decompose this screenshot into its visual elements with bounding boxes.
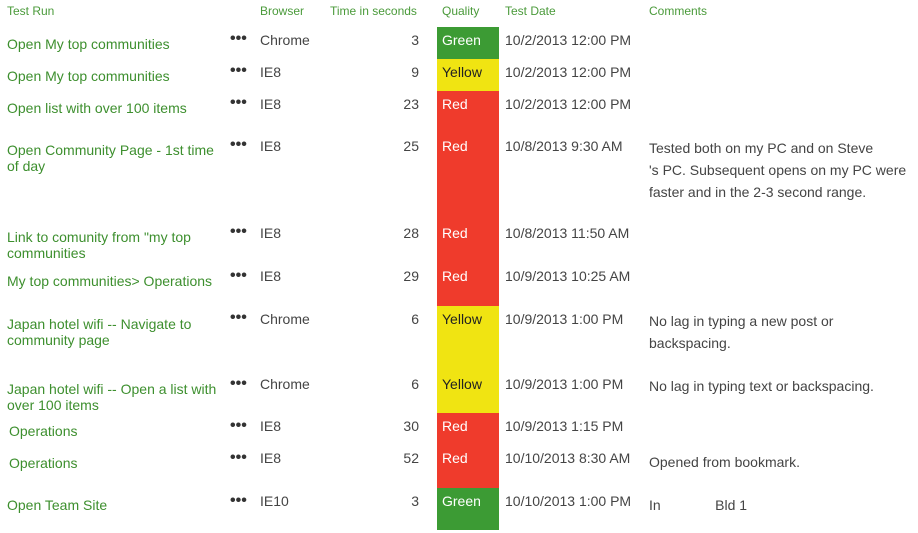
header-comments[interactable]: Comments xyxy=(649,4,708,18)
table-row: Link to comunity from "my top communitie… xyxy=(0,220,918,264)
table-row: Open My top communities ••• IE8 9 Yellow… xyxy=(0,59,918,91)
browser-cell: IE10 xyxy=(260,493,289,509)
time-cell: 3 xyxy=(411,32,419,48)
quality-badge: Yellow xyxy=(437,371,499,413)
quality-label: Green xyxy=(442,493,481,509)
item-menu-icon[interactable]: ••• xyxy=(230,136,247,153)
test-date-cell: 10/9/2013 10:25 AM xyxy=(505,268,631,284)
test-date-cell: 10/9/2013 1:00 PM xyxy=(505,311,624,327)
test-date-cell: 10/8/2013 11:50 AM xyxy=(505,225,630,241)
quality-badge: Red xyxy=(437,91,499,133)
quality-label: Red xyxy=(442,268,468,284)
time-cell: 25 xyxy=(403,138,419,154)
item-menu-icon[interactable]: ••• xyxy=(230,223,247,240)
table-row: Japan hotel wifi -- Open a list with ove… xyxy=(0,371,918,413)
comments-cell: Tested both on my PC and on Steve 's PC.… xyxy=(649,140,911,200)
item-menu-icon[interactable]: ••• xyxy=(230,309,247,326)
quality-badge: Yellow xyxy=(437,306,499,371)
time-cell: 30 xyxy=(403,418,419,434)
test-date-cell: 10/10/2013 1:00 PM xyxy=(505,493,632,509)
browser-cell: IE8 xyxy=(260,96,282,112)
test-run-link[interactable]: Operations xyxy=(9,455,78,471)
test-date-cell: 10/8/2013 9:30 AM xyxy=(505,138,623,154)
time-cell: 29 xyxy=(403,268,419,284)
quality-label: Yellow xyxy=(442,64,482,80)
quality-badge: Red xyxy=(437,264,499,306)
browser-cell: Chrome xyxy=(260,32,310,48)
browser-cell: IE8 xyxy=(260,225,282,241)
header-quality[interactable]: Quality xyxy=(442,4,480,18)
time-cell: 6 xyxy=(411,376,419,392)
header-time[interactable]: Time in seconds xyxy=(330,4,417,18)
quality-label: Green xyxy=(442,32,481,48)
quality-label: Red xyxy=(442,96,468,112)
item-menu-icon[interactable]: ••• xyxy=(230,417,247,434)
test-date-cell: 10/2/2013 12:00 PM xyxy=(505,32,632,48)
test-date-cell: 10/9/2013 1:00 PM xyxy=(505,376,624,392)
test-run-link[interactable]: Open Team Site xyxy=(7,497,108,513)
item-menu-icon[interactable]: ••• xyxy=(230,62,247,79)
table-row: Open My top communities ••• Chrome 3 Gre… xyxy=(0,27,918,59)
quality-badge: Red xyxy=(437,413,499,445)
test-run-link[interactable]: Open list with over 100 items xyxy=(7,100,187,116)
test-date-cell: 10/10/2013 8:30 AM xyxy=(505,450,631,466)
quality-badge: Red xyxy=(437,445,499,488)
time-cell: 28 xyxy=(403,225,419,241)
browser-cell: IE8 xyxy=(260,268,282,284)
time-cell: 3 xyxy=(411,493,419,509)
quality-badge: Red xyxy=(437,133,499,220)
test-run-link[interactable]: Open Community Page - 1st time of day xyxy=(7,142,214,174)
test-run-link[interactable]: Open My top communities xyxy=(7,36,170,52)
comments-cell: No lag in typing a new post or backspaci… xyxy=(649,313,834,351)
comments-cell: Opened from bookmark. xyxy=(649,454,800,470)
time-cell: 6 xyxy=(411,311,419,327)
time-cell: 9 xyxy=(411,64,419,80)
item-menu-icon[interactable]: ••• xyxy=(230,449,247,466)
test-run-link[interactable]: Open My top communities xyxy=(7,68,170,84)
browser-cell: Chrome xyxy=(260,311,310,327)
table-row: Open Community Page - 1st time of day ••… xyxy=(0,133,918,220)
table-row: Open Team Site ••• IE10 3 Green 10/10/20… xyxy=(0,488,918,530)
browser-cell: IE8 xyxy=(260,64,282,80)
quality-label: Yellow xyxy=(442,311,482,327)
item-menu-icon[interactable]: ••• xyxy=(230,492,247,509)
browser-cell: IE8 xyxy=(260,418,282,434)
test-date-cell: 10/2/2013 12:00 PM xyxy=(505,96,632,112)
test-run-link[interactable]: My top communities> Operations xyxy=(7,273,213,289)
browser-cell: IE8 xyxy=(260,450,282,466)
quality-label: Red xyxy=(442,138,468,154)
table-row: Open list with over 100 items ••• IE8 23… xyxy=(0,91,918,133)
item-menu-icon[interactable]: ••• xyxy=(230,94,247,111)
header-browser[interactable]: Browser xyxy=(260,4,305,18)
test-date-cell: 10/2/2013 12:00 PM xyxy=(505,64,632,80)
quality-badge: Yellow xyxy=(437,59,499,91)
quality-label: Yellow xyxy=(442,376,482,392)
table-row: Japan hotel wifi -- Navigate to communit… xyxy=(0,306,918,371)
item-menu-icon[interactable]: ••• xyxy=(230,375,247,392)
test-run-link[interactable]: Japan hotel wifi -- Open a list with ove… xyxy=(7,381,217,413)
test-run-link[interactable]: Operations xyxy=(9,423,78,439)
test-run-link[interactable]: Japan hotel wifi -- Navigate to communit… xyxy=(7,316,192,348)
item-menu-icon[interactable]: ••• xyxy=(230,30,247,47)
header-test-date[interactable]: Test Date xyxy=(505,4,556,18)
comments-cell: In Bld 1 xyxy=(649,497,748,513)
table-row: Operations ••• IE8 52 Red 10/10/2013 8:3… xyxy=(0,445,918,488)
header-test-run[interactable]: Test Run xyxy=(7,4,55,18)
quality-label: Red xyxy=(442,225,468,241)
time-cell: 23 xyxy=(403,96,419,112)
item-menu-icon[interactable]: ••• xyxy=(230,267,247,284)
test-date-cell: 10/9/2013 1:15 PM xyxy=(505,418,624,434)
quality-label: Red xyxy=(442,450,468,466)
browser-cell: Chrome xyxy=(260,376,310,392)
test-run-link[interactable]: Link to comunity from "my top communitie… xyxy=(7,229,191,261)
table-row: My top communities> Operations ••• IE8 2… xyxy=(0,264,918,306)
quality-badge: Red xyxy=(437,220,499,264)
browser-cell: IE8 xyxy=(260,138,282,154)
quality-badge: Green xyxy=(437,488,499,530)
quality-badge: Green xyxy=(437,27,499,59)
table-row: Operations ••• IE8 30 Red 10/9/2013 1:15… xyxy=(0,413,918,445)
time-cell: 52 xyxy=(403,450,419,466)
quality-label: Red xyxy=(442,418,468,434)
comments-cell: No lag in typing text or backspacing. xyxy=(649,378,874,394)
